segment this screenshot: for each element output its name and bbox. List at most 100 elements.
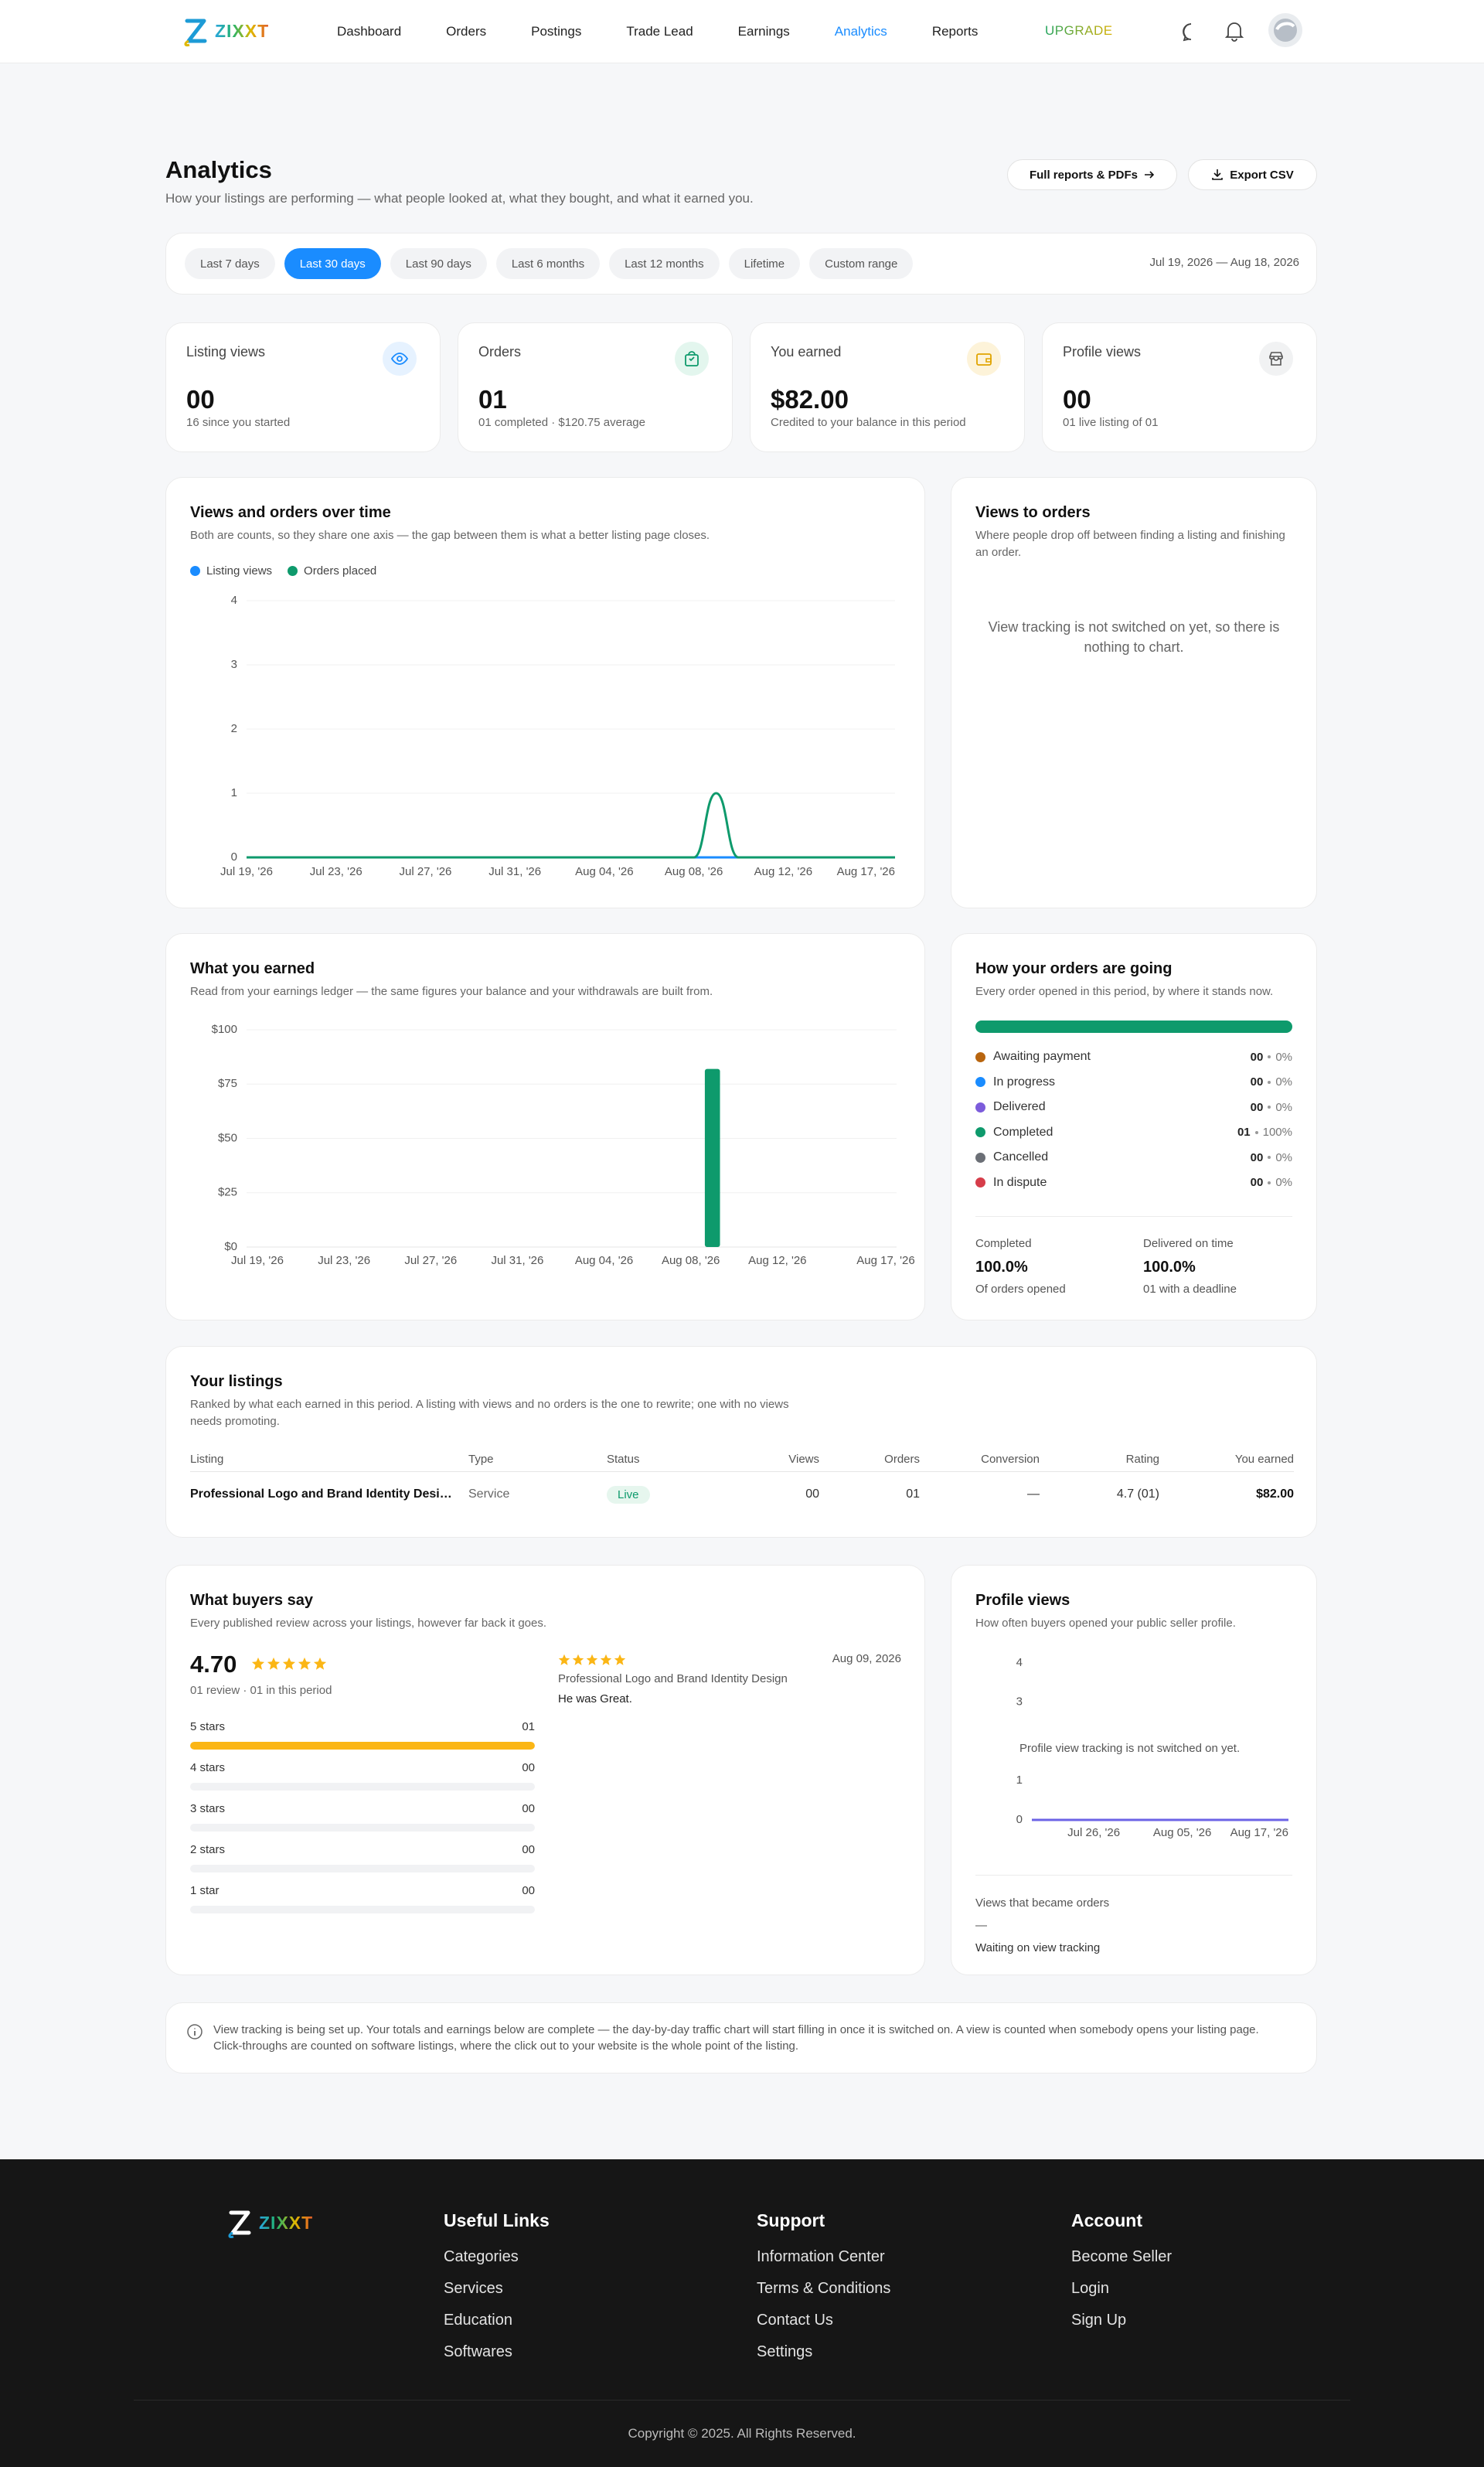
status-share: 100% xyxy=(1262,1126,1292,1140)
footer-link[interactable]: Services xyxy=(444,2280,503,2297)
notifications-icon[interactable] xyxy=(1224,20,1244,42)
info-notice: View tracking is being set up. Your tota… xyxy=(165,2002,1317,2073)
status-dot xyxy=(975,1077,985,1088)
footer-link[interactable]: Information Center xyxy=(757,2248,885,2265)
y-tick-label: 1 xyxy=(231,786,237,799)
rating-track xyxy=(190,1824,535,1832)
nav-link[interactable]: Dashboard xyxy=(337,24,402,39)
stat-note: 16 since you started xyxy=(186,416,291,429)
column-header: Type xyxy=(468,1453,494,1466)
footer-logo[interactable]: ZIXXT xyxy=(226,2207,313,2238)
range-pill[interactable]: Last 6 months xyxy=(495,248,601,279)
footer-link[interactable]: Sign Up xyxy=(1071,2312,1127,2329)
nav-menu: Dashboard Orders Postings Trade Lead Earning… xyxy=(337,0,978,63)
separator xyxy=(1268,1080,1271,1084)
stat-label: Orders xyxy=(478,344,522,359)
footer-link[interactable]: Education xyxy=(444,2312,512,2329)
star xyxy=(267,1657,281,1670)
nav-link[interactable]: Reports xyxy=(931,24,979,39)
live-badge: Live xyxy=(607,1485,650,1504)
divider xyxy=(975,1875,1292,1876)
avatar[interactable] xyxy=(1268,12,1303,48)
footer-link[interactable]: Terms & Conditions xyxy=(757,2280,891,2297)
range-pill[interactable]: Last 12 months xyxy=(609,248,720,279)
upgrade-link[interactable]: UPGRADE xyxy=(1045,23,1113,38)
chart-note: Profile view tracking is not switched on… xyxy=(1016,1740,1244,1757)
rating-count: 01 xyxy=(522,1720,535,1733)
table-cell: $82.00 xyxy=(1256,1487,1294,1501)
table-header: Listing Type Status Views Orders Conversion Ra… xyxy=(190,1447,1294,1472)
table-cell: Service xyxy=(468,1487,510,1501)
y-tick-label: 3 xyxy=(1016,1695,1023,1709)
footer-link[interactable]: Become Seller xyxy=(1071,2248,1173,2265)
table-row[interactable]: Professional Logo and Brand Identity Des… xyxy=(190,1472,1294,1517)
stat-value: 00 xyxy=(186,385,215,414)
column-header: Views xyxy=(788,1453,819,1466)
stat-label: Profile views xyxy=(1063,344,1142,359)
nav-link[interactable]: Orders xyxy=(446,24,487,39)
conversion-note: Waiting on view tracking xyxy=(975,1941,1101,1954)
top-nav: ZIXXT Dashboard Orders Postings Trade Lead E… xyxy=(0,0,1484,63)
x-tick-label: Jul 23, '26 xyxy=(318,1254,370,1267)
export-csv-button[interactable]: Export CSV xyxy=(1188,159,1317,190)
footer-link[interactable]: Settings xyxy=(757,2343,813,2360)
column-header: Listing xyxy=(190,1453,224,1466)
rating-label: 1 star xyxy=(190,1884,220,1897)
y-tick-label: 4 xyxy=(1016,1656,1023,1669)
card-subtitle: Both are counts, so they share one axis … xyxy=(190,529,710,542)
x-tick-label: Jul 27, '26 xyxy=(399,865,451,878)
status-name: Delivered xyxy=(993,1100,1046,1114)
stat-icon xyxy=(1259,342,1293,376)
conversion-label: Views that became orders xyxy=(975,1896,1110,1910)
status-count: 00 xyxy=(1250,1150,1264,1164)
y-tick-label: $0 xyxy=(224,1240,237,1253)
download-icon xyxy=(1212,169,1224,180)
brand-name: ZIXXT xyxy=(259,2212,314,2233)
nav-link[interactable]: Trade Lead xyxy=(626,24,693,39)
summary-note: Of orders opened xyxy=(975,1283,1066,1296)
messages-icon[interactable] xyxy=(1181,22,1201,42)
brand-logo[interactable]: ZIXXT xyxy=(182,15,269,46)
full-reports-button[interactable]: Full reports & PDFs xyxy=(1007,159,1177,190)
range-pill[interactable]: Last 90 days xyxy=(390,248,487,279)
footer-link[interactable]: Softwares xyxy=(444,2343,512,2360)
nav-link[interactable]: Analytics xyxy=(834,24,887,39)
copyright: Copyright © 2025. All Rights Reserved. xyxy=(628,2426,856,2441)
rating-count: 00 xyxy=(522,1884,535,1897)
review-stars xyxy=(558,1654,626,1665)
footer-link[interactable]: Login xyxy=(1071,2280,1109,2297)
footer-column: Support Information Center Terms & Conditi… xyxy=(757,2210,890,2375)
summary-note: 01 with a deadline xyxy=(1143,1283,1237,1296)
summary-label: Delivered on time xyxy=(1143,1237,1234,1250)
card-subtitle: Where people drop off between finding a … xyxy=(975,529,1285,559)
card-title: Your listings xyxy=(190,1373,283,1390)
divider xyxy=(975,1216,1292,1217)
stat-icon xyxy=(967,342,1001,376)
footer-divider xyxy=(134,2400,1350,2401)
footer-link[interactable]: Contact Us xyxy=(757,2312,833,2329)
range-pill[interactable]: Last 7 days xyxy=(185,248,275,279)
views-orders-card: Views and orders over time Both are coun… xyxy=(165,477,925,908)
x-tick-label: Aug 12, '26 xyxy=(754,865,812,878)
footer-link[interactable]: Categories xyxy=(444,2248,519,2265)
footer-column: Useful Links Categories Services Education S… xyxy=(444,2210,550,2375)
listings-table: Listing Type Status Views Orders Conversion Ra… xyxy=(190,1447,1294,1517)
stat-note: Credited to your balance in this period xyxy=(771,416,966,429)
nav-link[interactable]: Postings xyxy=(531,24,582,39)
separator xyxy=(1254,1130,1258,1134)
legend-swatch xyxy=(190,566,200,576)
card-subtitle: Read from your earnings ledger — the sam… xyxy=(190,985,713,998)
date-range: Jul 19, 2026 — Aug 18, 2026 xyxy=(1149,256,1299,269)
stat-note: 01 completed · $120.75 average xyxy=(478,416,645,429)
column-header: Rating xyxy=(1125,1453,1159,1466)
page-title: Analytics xyxy=(165,156,272,183)
card-title: What buyers say xyxy=(190,1592,313,1609)
footer-column: Account Become Seller Login Sign Up xyxy=(1071,2210,1172,2343)
x-tick-label: Aug 05, '26 xyxy=(1153,1826,1211,1839)
range-pill[interactable]: Last 30 days xyxy=(284,248,381,279)
range-pill[interactable]: Custom range xyxy=(809,248,914,279)
nav-link[interactable]: Earnings xyxy=(737,24,790,39)
range-pill[interactable]: Lifetime xyxy=(728,248,801,279)
arrow-icon xyxy=(1145,171,1155,179)
status-progress xyxy=(975,1021,1292,1033)
